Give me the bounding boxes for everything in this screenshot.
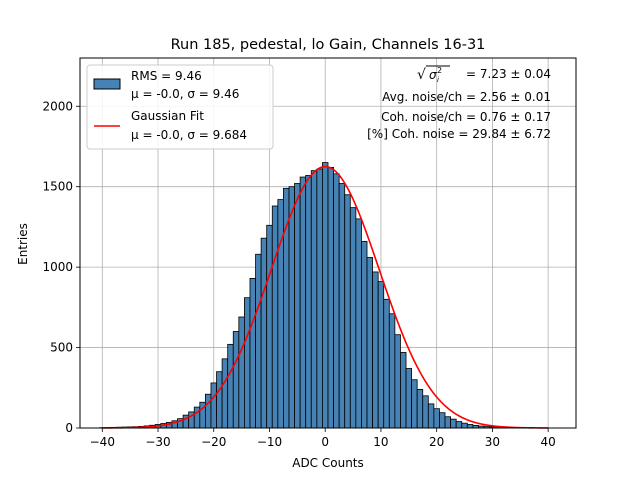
histogram-bar (405, 368, 412, 429)
legend: RMS = 9.46 μ = -0.0, σ = 9.46 Gaussian F… (86, 64, 274, 150)
y-tick-label: 2000 (42, 99, 73, 113)
histogram-bar (283, 187, 290, 429)
y-tick-label: 500 (50, 341, 73, 355)
histogram-bar (210, 382, 217, 429)
chart-title: Run 185, pedestal, lo Gain, Channels 16-… (171, 37, 486, 53)
legend-stats-histogram: μ = -0.0, σ = 9.46 (131, 87, 239, 101)
y-axis-label: Entries (16, 223, 30, 265)
legend-swatch-histogram (93, 78, 121, 90)
y-tick-label: 0 (65, 421, 73, 435)
histogram-bar (244, 297, 251, 429)
histogram-bar (394, 334, 401, 429)
histogram-bar (249, 277, 256, 429)
plot-frame (79, 57, 577, 429)
histogram-bar (305, 175, 312, 429)
y-tick-label: 1000 (42, 260, 73, 274)
histogram-bar (466, 424, 474, 429)
histogram-bar (232, 331, 240, 429)
histogram-bar (372, 271, 379, 429)
legend-stats-fit: μ = -0.0, σ = 9.684 (131, 128, 247, 142)
x-tick-label: 20 (429, 435, 444, 449)
legend-label-fit: Gaussian Fit (131, 109, 204, 123)
x-tick-label: 40 (540, 435, 555, 449)
x-tick-label: 0 (321, 435, 329, 449)
gaussian-fit-line (102, 165, 549, 429)
histogram-bar (227, 343, 234, 429)
histogram-bar (238, 316, 245, 429)
histogram-bar (355, 218, 362, 429)
histogram-bar (255, 253, 262, 429)
svg-text:σ: σ (429, 68, 437, 82)
histogram-bar (377, 281, 385, 429)
histogram-bar (411, 379, 418, 429)
histogram-bar (327, 166, 334, 429)
x-tick-label: 30 (485, 435, 500, 449)
histogram-bar (344, 194, 351, 429)
svg-text:2: 2 (437, 66, 442, 75)
legend-label-histogram: RMS = 9.46 (131, 69, 202, 83)
x-tick-label: −30 (145, 435, 170, 449)
histogram-bar (294, 183, 301, 429)
svg-text:i: i (437, 76, 439, 84)
histogram-bar (422, 395, 429, 429)
histogram-bar (322, 162, 329, 429)
histogram-bar (271, 205, 279, 429)
histogram-bar (439, 412, 446, 429)
annotation-avg-noise: Avg. noise/ch = 2.56 ± 0.01 (382, 90, 551, 104)
histogram-bar (316, 168, 323, 429)
histogram-bar (361, 240, 368, 429)
y-tick-label: 1500 (42, 180, 73, 194)
histogram-bar (204, 393, 212, 429)
noise-annotations: √ σ 2 i = 7.23 ± 0.04 Avg. noise/ch = 2.… (367, 65, 551, 141)
histogram-bar (433, 408, 440, 429)
x-axis-label: ADC Counts (292, 456, 364, 470)
histogram-bar (400, 351, 407, 429)
histogram-bar (383, 298, 390, 429)
histogram-bar (427, 403, 435, 429)
histogram-bar (450, 418, 457, 429)
histogram-bar (277, 199, 284, 429)
histogram-bar (444, 416, 452, 429)
x-tick-label: −40 (90, 435, 115, 449)
histogram-bar (216, 371, 223, 429)
histogram-bar (416, 388, 424, 429)
histogram-bar (221, 358, 229, 429)
histogram-bar (299, 176, 307, 429)
histogram-bar (333, 173, 340, 429)
histogram-bar (338, 183, 346, 429)
annotation-sigma-value: = 7.23 ± 0.04 (466, 67, 551, 81)
histogram-bar (461, 422, 468, 429)
x-tick-label: 10 (373, 435, 388, 449)
annotation-coh-percent: [%] Coh. noise = 29.84 ± 6.72 (367, 127, 551, 141)
x-tick-label: −20 (201, 435, 226, 449)
histogram-bar (455, 421, 463, 429)
x-axis-ticks: −40 −30 −20 −10 0 10 20 30 40 (90, 428, 556, 449)
x-tick-label: −10 (257, 435, 282, 449)
histogram-bar (310, 170, 318, 429)
histogram-bar (260, 237, 268, 429)
legend-box (86, 64, 274, 150)
y-axis-ticks: 0 500 1000 1500 2000 (42, 99, 80, 435)
histogram-bar (266, 224, 273, 429)
annotation-coh-noise: Coh. noise/ch = 0.76 ± 0.17 (381, 110, 551, 124)
histogram-bar (388, 313, 396, 429)
sigma-symbol: √ σ 2 i (417, 65, 450, 84)
svg-text:√: √ (417, 67, 426, 83)
histogram-bar (366, 257, 373, 429)
histogram-bar (349, 207, 357, 429)
histogram-bar (288, 186, 295, 429)
